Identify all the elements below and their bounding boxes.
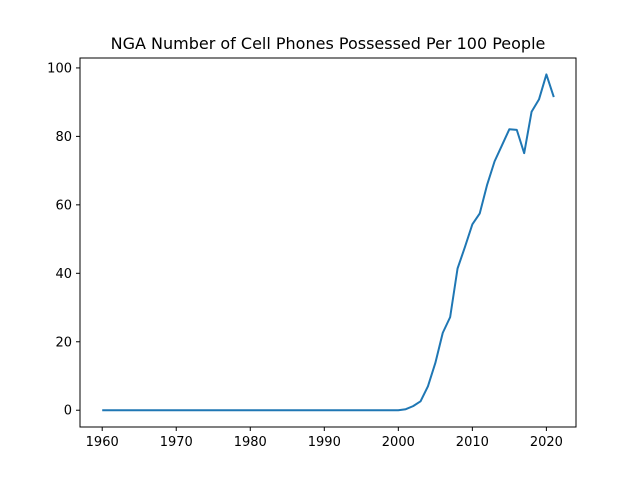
- x-tick-label: 1980: [234, 435, 267, 450]
- y-axis: 0 20 40 60 80 100: [47, 61, 80, 419]
- y-tick-label: 0: [64, 404, 72, 419]
- x-axis: 1960 1970 1980 1990 2000 2010 2020: [86, 427, 563, 450]
- y-tick-label: 60: [55, 198, 72, 213]
- plot-frame: [79, 57, 577, 428]
- chart-title: NGA Number of Cell Phones Possessed Per …: [111, 34, 546, 53]
- x-tick-label: 2000: [382, 435, 415, 450]
- series-line: [102, 73, 555, 412]
- x-tick-label: 1970: [160, 435, 193, 450]
- y-tick-label: 40: [55, 267, 72, 282]
- y-tick-label: 80: [55, 130, 72, 145]
- y-tick-label: 20: [55, 335, 72, 350]
- x-tick-label: 2010: [456, 435, 489, 450]
- x-tick-label: 1960: [86, 435, 119, 450]
- y-tick-label: 100: [47, 61, 72, 76]
- x-tick-label: 1990: [308, 435, 341, 450]
- x-tick-label: 2020: [530, 435, 563, 450]
